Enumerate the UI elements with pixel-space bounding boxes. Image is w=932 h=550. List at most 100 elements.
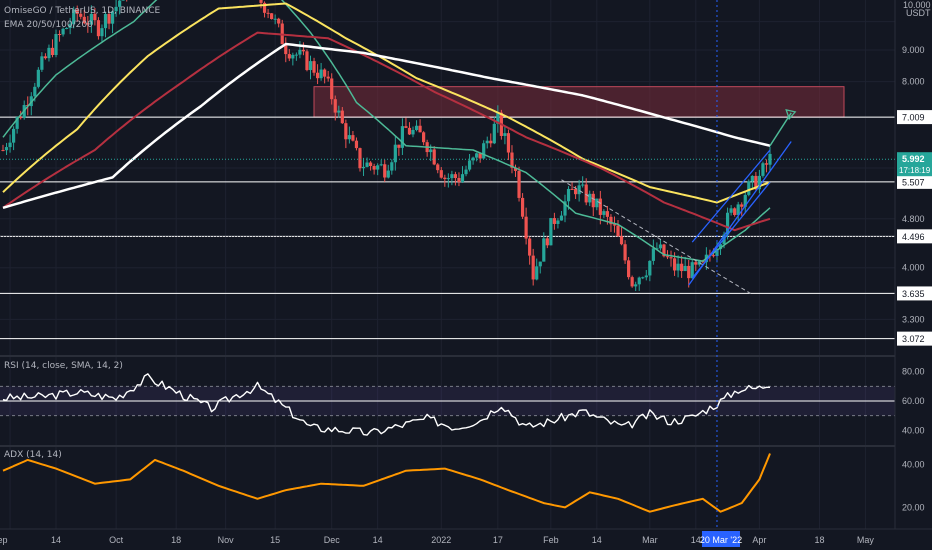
candle-body [517,170,521,198]
candle-body [556,220,560,224]
candle-body [57,34,62,36]
candle-body [301,49,306,52]
candle-body [528,238,532,256]
currency-label: USDT [906,8,931,18]
candle-body [262,2,267,13]
candle-body [118,0,122,7]
candle-body [340,110,344,124]
candle-body [354,140,359,149]
price-tick: 8.000 [902,77,925,87]
last-price-label: 5.992 [902,154,925,164]
candle-body [82,16,86,24]
candle-body [559,215,564,221]
candle-body [531,255,535,280]
candle-body [333,99,337,113]
candle-body [326,76,330,79]
level-badge [897,331,932,346]
time-tick: 18 [814,535,824,545]
candle-body [259,0,263,3]
drawings[interactable] [561,108,797,295]
candle-body [312,61,316,73]
time-tick: 2022 [431,535,451,545]
rsi-tick: 60.00 [902,396,925,406]
candle-body [397,144,401,148]
candle-body [100,28,104,37]
candle-body [344,123,348,140]
candle-body [683,265,687,272]
candle-body [72,9,76,25]
level-badge [897,229,932,244]
candle-body [439,170,443,178]
ema-legend[interactable]: EMA 20/50/100/200 [4,20,96,30]
time-tick: Feb [543,535,559,545]
rsi-tick: 40.00 [902,425,925,435]
candle-body [588,193,592,203]
candle-body [549,218,553,246]
candle-body [68,24,72,29]
candle-body [457,178,461,183]
adx-tick: 20.00 [902,502,925,512]
adx-legend[interactable]: ADX (14, 14) [4,450,65,460]
candle-body [743,194,747,207]
price-tick: 4.000 [902,263,925,273]
candle-body [471,157,475,161]
candle-body [563,201,567,216]
candle-body [552,218,556,224]
candle-body [287,54,291,59]
candle-body [595,198,599,208]
candle-body [43,56,48,59]
candle-body [662,244,666,257]
candle-body [361,166,366,169]
resistance-zone-box [313,86,845,118]
candle-body [386,170,390,178]
time-tick: Apr [752,535,766,545]
candle-body [277,18,281,24]
time-axis-bg [0,529,932,550]
candle-body [573,189,578,195]
candle-body [376,165,380,170]
adx-title: ADX (14, 14) [4,450,62,460]
candle-body [414,125,419,130]
rsi-legend[interactable]: RSI (14, close, SMA, 14, 2) [4,361,126,371]
candle-body [535,266,539,280]
candle-body [513,167,518,171]
candle-body [294,54,298,56]
candle-body [404,126,408,128]
candle-body [602,211,606,215]
candle-body [453,174,458,179]
candle-body [761,163,765,176]
candle-body [19,117,23,119]
candle-body [627,260,631,278]
candle-body [40,56,44,70]
time-tick: 17 [493,535,503,545]
candle-body [33,86,37,97]
time-tick: Sep [0,535,7,545]
symbol-title: OmiseGO / TetherUS, 1D, BINANCE [4,6,161,16]
level-badge-label: 3.635 [902,289,925,299]
candle-body [598,198,602,215]
candle-body [114,6,118,12]
candle-body [581,184,585,186]
candle-body [584,184,588,203]
candle-body [270,13,274,20]
candle-body [393,144,397,163]
candle-body [372,166,376,170]
candle-body [729,208,733,213]
candle-body [273,18,277,20]
time-tick: Dec [324,535,341,545]
price-tick: 10.000 [903,0,931,10]
candle-body [319,69,323,79]
candle-body [450,174,454,179]
candle-body [308,61,313,71]
candle-body [538,261,542,267]
horizontal-levels[interactable] [0,116,895,340]
candle-body [110,11,115,24]
rsi-title: RSI (14, close, SMA, 14, 2) [4,361,123,371]
symbol-legend[interactable]: OmiseGO / TetherUS, 1D, BINANCE [4,6,163,16]
grid [0,0,932,529]
countdown-label: 17:18:19 [899,166,931,175]
candle-body [365,162,369,167]
